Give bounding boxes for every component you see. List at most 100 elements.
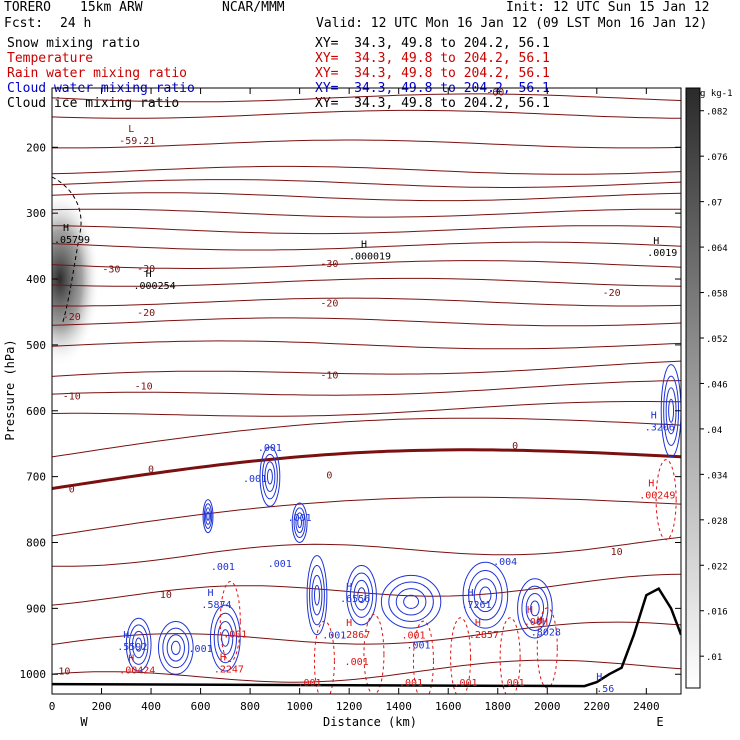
temperature-contour-label: -30 (102, 264, 120, 275)
rain-water-contour-label: .001 (402, 631, 426, 642)
cloud-water-contour-label: .001 (288, 513, 312, 524)
colorbar-tick-label: .052 (706, 335, 728, 345)
rain-water-contour (412, 620, 434, 694)
extremum-value: .00H (524, 617, 548, 628)
extremum-marker: H (596, 672, 602, 683)
extremum-value: -59.21 (119, 136, 155, 147)
fcst-label: Fcst: (4, 16, 44, 31)
x-tick-label: 1400 (385, 700, 412, 713)
y-tick-label: 600 (26, 405, 46, 418)
cloud-water-contour (125, 617, 152, 672)
x-axis-label: Distance (km) (323, 715, 417, 729)
extremum-value: .5592 (117, 642, 147, 653)
cloud-water-contour (530, 600, 540, 617)
cloud-water-contour (297, 517, 302, 529)
cloud-water-contour (293, 507, 306, 539)
x-tick-label: 400 (141, 700, 161, 713)
field-rain-xy: XY= 34.3, 49.8 to 204.2, 56.1 (315, 66, 550, 81)
cloud-water-contour-label: .001 (258, 443, 282, 454)
field-cloudice-xy: XY= 34.3, 49.8 to 204.2, 56.1 (315, 96, 550, 111)
temperature-isotherm (52, 139, 681, 149)
extremum-value: .000019 (349, 251, 391, 262)
extremum-marker: H (146, 269, 152, 280)
cloud-water-contour (266, 468, 273, 485)
y-tick-label: 500 (26, 339, 46, 352)
temperature-isotherm (52, 192, 681, 202)
init-time: Init: 12 UTC Sun 15 Jan 12 (506, 0, 710, 15)
plot-header: TORERO 15km ARW NCAR/MMM Init: 12 UTC Su… (0, 0, 740, 120)
rain-water-contour (536, 607, 558, 689)
temperature-contour-label: -20 (137, 308, 155, 319)
terrain-line (52, 586, 681, 688)
colorbar-tick-label: .064 (706, 244, 728, 254)
cloud-water-contour (462, 561, 509, 629)
y-tick-label: 800 (26, 537, 46, 550)
x-tick-label: 1200 (336, 700, 363, 713)
extremum-value: .6556 (340, 594, 370, 605)
cloud-water-contour (353, 579, 370, 611)
cloud-water-contour (517, 578, 553, 639)
x-tick-label: 600 (191, 700, 211, 713)
temperature-isotherm (52, 165, 681, 175)
colorbar-tick-label: .022 (706, 562, 728, 572)
colorbar-tick-label: .04 (706, 426, 722, 436)
temperature-contour-label: -20 (320, 299, 338, 310)
temperature-isotherm (52, 659, 681, 683)
extremum-marker: H (475, 618, 481, 629)
cloud-water-contour (349, 572, 374, 618)
colorbar (685, 87, 701, 689)
cloud-water-contour (468, 569, 503, 621)
y-tick-label: 200 (26, 141, 46, 154)
extremum-value: .0019 (647, 248, 677, 259)
cloud-water-contour (261, 453, 278, 500)
x-tick-label: 2200 (584, 700, 611, 713)
model-resolution: 15km ARW (80, 0, 143, 15)
extremum-value: .2247 (214, 664, 244, 675)
colorbar-unit: g kg-1 (700, 89, 733, 99)
temperature-isotherm (52, 93, 681, 103)
freezing-isotherm (52, 448, 681, 490)
extremum-value: .8028 (531, 627, 561, 638)
extremum-marker: H (467, 588, 473, 599)
colorbar-tick-label: .016 (706, 608, 728, 618)
temperature-contour-label: -10 (63, 392, 81, 403)
rain-water-contour (499, 617, 521, 694)
temperature-isotherm (52, 417, 681, 458)
colorbar-tick-label: .07 (706, 199, 722, 209)
temperature-contour-label: 0 (69, 484, 75, 495)
rain-water-contour (363, 613, 385, 694)
extremum-marker: H (63, 223, 69, 234)
colorbar-tick-label: .076 (706, 153, 728, 163)
rain-water-contour-label: .001 (297, 678, 321, 689)
rain-water-contour-label: .001 (345, 657, 369, 668)
temperature-isotherm (52, 496, 681, 537)
temperature-isotherm (52, 225, 681, 235)
temperature-isotherm (52, 277, 681, 287)
extremum-marker: H (207, 588, 213, 599)
extremum-marker: H (123, 630, 129, 641)
cloud-water-contour-label: .001 (211, 562, 235, 573)
extremum-marker: H (346, 618, 352, 629)
temperature-contour-label: -20 (603, 288, 621, 299)
center-name: NCAR/MMM (222, 0, 285, 15)
temperature-isotherm (52, 241, 681, 251)
y-tick-label: 900 (26, 602, 46, 615)
extremum-value: .3206 (645, 423, 675, 434)
snow-shading (52, 191, 100, 367)
y-tick-label: 700 (26, 471, 46, 484)
rain-water-contour-label: .001 (454, 678, 478, 689)
x-tick-label: 1800 (484, 700, 511, 713)
cloud-water-contour-label: .001 (268, 559, 292, 570)
extremum-marker: H (128, 654, 134, 665)
cloud-water-contour (668, 398, 675, 423)
field-temperature-name: Temperature (7, 51, 94, 66)
temperature-isotherm (52, 380, 681, 396)
cloud-water-contour (217, 621, 234, 655)
temperature-contour-label: 10 (160, 590, 172, 601)
cloud-water-contour (521, 585, 549, 632)
temperature-contour-label: -20 (63, 312, 81, 323)
model-name: TORERO (4, 0, 51, 15)
extremum-value: .000254 (134, 281, 176, 292)
rain-water-contour (219, 581, 241, 663)
cloud-water-contour (395, 588, 427, 616)
